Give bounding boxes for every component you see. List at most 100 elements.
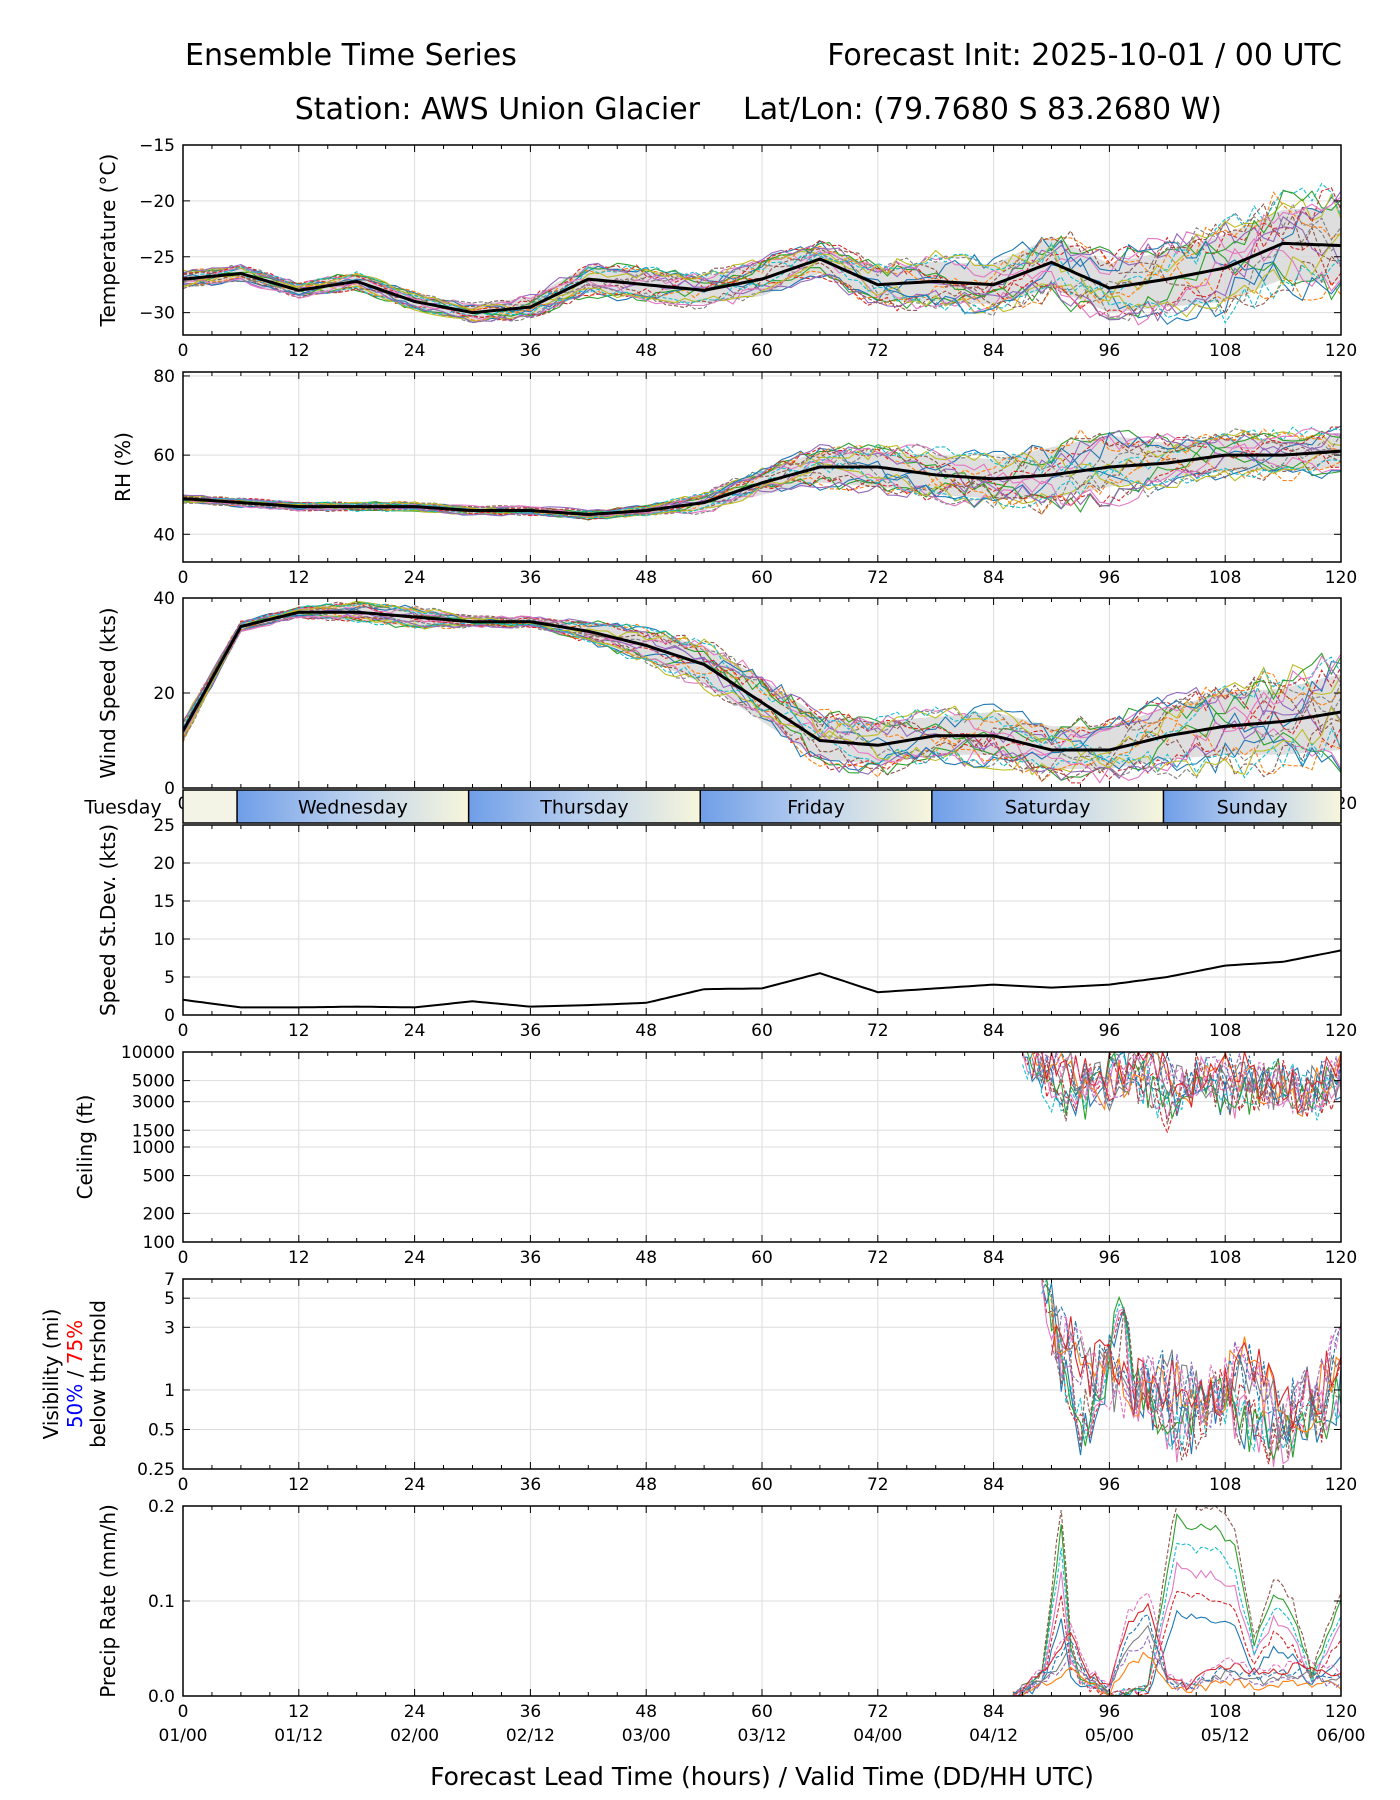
member-line-wind — [183, 604, 1341, 780]
y-tick-label-ceiling: 3000 — [132, 1093, 175, 1113]
day-label: Saturday — [1005, 797, 1091, 819]
y-tick-label-ceiling: 5000 — [132, 1072, 175, 1092]
x-tick-label-rh: 12 — [288, 568, 310, 588]
member-line-wind — [183, 614, 1341, 771]
member-line-rh — [183, 443, 1341, 520]
day-label: Tuesday — [83, 797, 161, 819]
y-tick-label-ceiling: 500 — [143, 1167, 175, 1187]
member-line-wind — [183, 603, 1341, 784]
day-segment — [237, 790, 469, 823]
member-line-visibility — [1051, 1306, 1341, 1445]
x-tick-label-precip: 60 — [751, 1702, 773, 1722]
y-tick-label-visibility: 1 — [164, 1381, 175, 1401]
member-line-wind — [183, 604, 1341, 772]
valid-time-label: 03/12 — [738, 1726, 787, 1746]
y-tick-label-visibility: 0.5 — [148, 1420, 175, 1440]
member-line-precip — [1012, 1592, 1341, 1696]
x-tick-label-speed_sd: 48 — [635, 1021, 657, 1041]
x-tick-label-rh: 36 — [520, 568, 542, 588]
y-tick-label-precip: 0.2 — [148, 1497, 175, 1517]
member-line-temperature — [183, 193, 1341, 322]
x-tick-label-temperature: 120 — [1325, 341, 1357, 361]
y-axis-label-line3: below thrshold — [86, 1300, 110, 1448]
y-tick-label-ceiling: 1000 — [132, 1138, 175, 1158]
day-segment — [931, 790, 1164, 823]
x-tick-label-visibility: 72 — [867, 1475, 889, 1495]
plot-area-temperature — [183, 182, 1341, 326]
y-axis-label-wind: Wind Speed (kts) — [96, 607, 120, 778]
y-tick-label-precip: 0.1 — [148, 1592, 175, 1612]
x-tick-label-ceiling: 0 — [178, 1248, 189, 1268]
y-tick-label-speed_sd: 5 — [164, 968, 175, 988]
x-tick-label-ceiling: 36 — [520, 1248, 542, 1268]
x-tick-label-rh: 24 — [404, 568, 426, 588]
member-line-wind — [183, 608, 1341, 781]
member-line-precip — [1012, 1651, 1341, 1696]
member-line-precip — [1012, 1609, 1341, 1696]
spread-band-temperature — [183, 206, 1341, 321]
x-tick-label-ceiling: 72 — [867, 1248, 889, 1268]
y-tick-label-rh: 80 — [153, 367, 175, 387]
member-line-wind — [183, 612, 1341, 775]
valid-time-label: 01/12 — [274, 1726, 323, 1746]
x-tick-label-precip: 12 — [288, 1702, 310, 1722]
x-tick-label-visibility: 0 — [178, 1475, 189, 1495]
mean-line-speed_sd — [183, 949, 1341, 1009]
x-tick-label-visibility: 12 — [288, 1475, 310, 1495]
member-line-precip — [1012, 1602, 1341, 1696]
member-line-ceiling — [1032, 1052, 1341, 1116]
y-tick-label-visibility: 0.25 — [137, 1460, 175, 1480]
member-line-precip — [1012, 1513, 1341, 1696]
day-segment — [700, 790, 932, 823]
y-tick-label-wind: 40 — [153, 589, 175, 609]
y-axis-label-ceiling: Ceiling (ft) — [73, 1095, 97, 1200]
day-segment — [1163, 790, 1341, 823]
panel-visibility: 0 12 24 36 48 60 72 84 96 108 120 0.25 0.5 1 3 57 Visibi… — [39, 1270, 1357, 1495]
member-line-temperature — [183, 182, 1341, 317]
member-line-visibility — [1050, 1297, 1341, 1433]
x-tick-label-precip: 72 — [867, 1702, 889, 1722]
x-tick-label-precip: 96 — [1099, 1702, 1121, 1722]
member-line-ceiling — [1021, 1052, 1341, 1134]
x-tick-label-rh: 60 — [751, 568, 773, 588]
member-line-wind — [183, 614, 1341, 770]
y-tick-label-speed_sd: 0 — [164, 1006, 175, 1026]
y-axis-label-speed_sd: Speed St.Dev. (kts) — [96, 824, 120, 1016]
x-tick-label-visibility: 36 — [520, 1475, 542, 1495]
chart-title-left: Ensemble Time Series — [185, 38, 517, 73]
y-tick-label-ceiling: 200 — [143, 1204, 175, 1224]
x-tick-label-speed_sd: 72 — [867, 1021, 889, 1041]
x-tick-label-visibility: 48 — [635, 1475, 657, 1495]
y-tick-label-rh: 60 — [153, 446, 175, 466]
y-tick-label-temperature: −15 — [139, 136, 175, 156]
x-tick-label-speed_sd: 60 — [751, 1021, 773, 1041]
member-line-wind — [183, 610, 1341, 776]
day-segment — [183, 790, 238, 823]
member-line-visibility — [1041, 1279, 1341, 1461]
plot-area-visibility — [1041, 1279, 1341, 1468]
valid-time-label: 05/00 — [1085, 1726, 1134, 1746]
member-line-visibility — [1051, 1315, 1341, 1426]
member-line-temperature — [183, 217, 1341, 322]
member-line-precip — [1012, 1614, 1341, 1694]
chart-title-right: Forecast Init: 2025-10-01 / 00 UTC — [827, 38, 1342, 73]
y-axis-label-line2: 50% / 75% — [63, 1320, 87, 1428]
x-tick-label-ceiling: 84 — [983, 1248, 1005, 1268]
x-tick-label-speed_sd: 84 — [983, 1021, 1005, 1041]
x-axis-title: Forecast Lead Time (hours) / Valid Time … — [430, 1762, 1094, 1791]
x-tick-label-temperature: 12 — [288, 341, 310, 361]
x-tick-label-visibility: 96 — [1099, 1475, 1121, 1495]
mean-line-temperature — [183, 241, 1341, 315]
panel-rh: 0 12 24 36 48 60 72 84 96 108 120 40 60 80 RH (%) — [111, 367, 1357, 588]
x-tick-label-ceiling: 24 — [404, 1248, 426, 1268]
x-tick-label-rh: 72 — [867, 568, 889, 588]
x-tick-label-speed_sd: 120 — [1325, 1021, 1357, 1041]
label-50pct: 50% — [63, 1384, 87, 1428]
x-tick-label-ceiling: 48 — [635, 1248, 657, 1268]
x-tick-label-rh: 108 — [1209, 568, 1241, 588]
y-tick-label-ceiling: 100 — [143, 1233, 175, 1253]
x-tick-label-speed_sd: 12 — [288, 1021, 310, 1041]
member-line-precip — [1012, 1506, 1341, 1696]
x-tick-label-visibility: 60 — [751, 1475, 773, 1495]
day-label: Thursday — [539, 797, 628, 819]
